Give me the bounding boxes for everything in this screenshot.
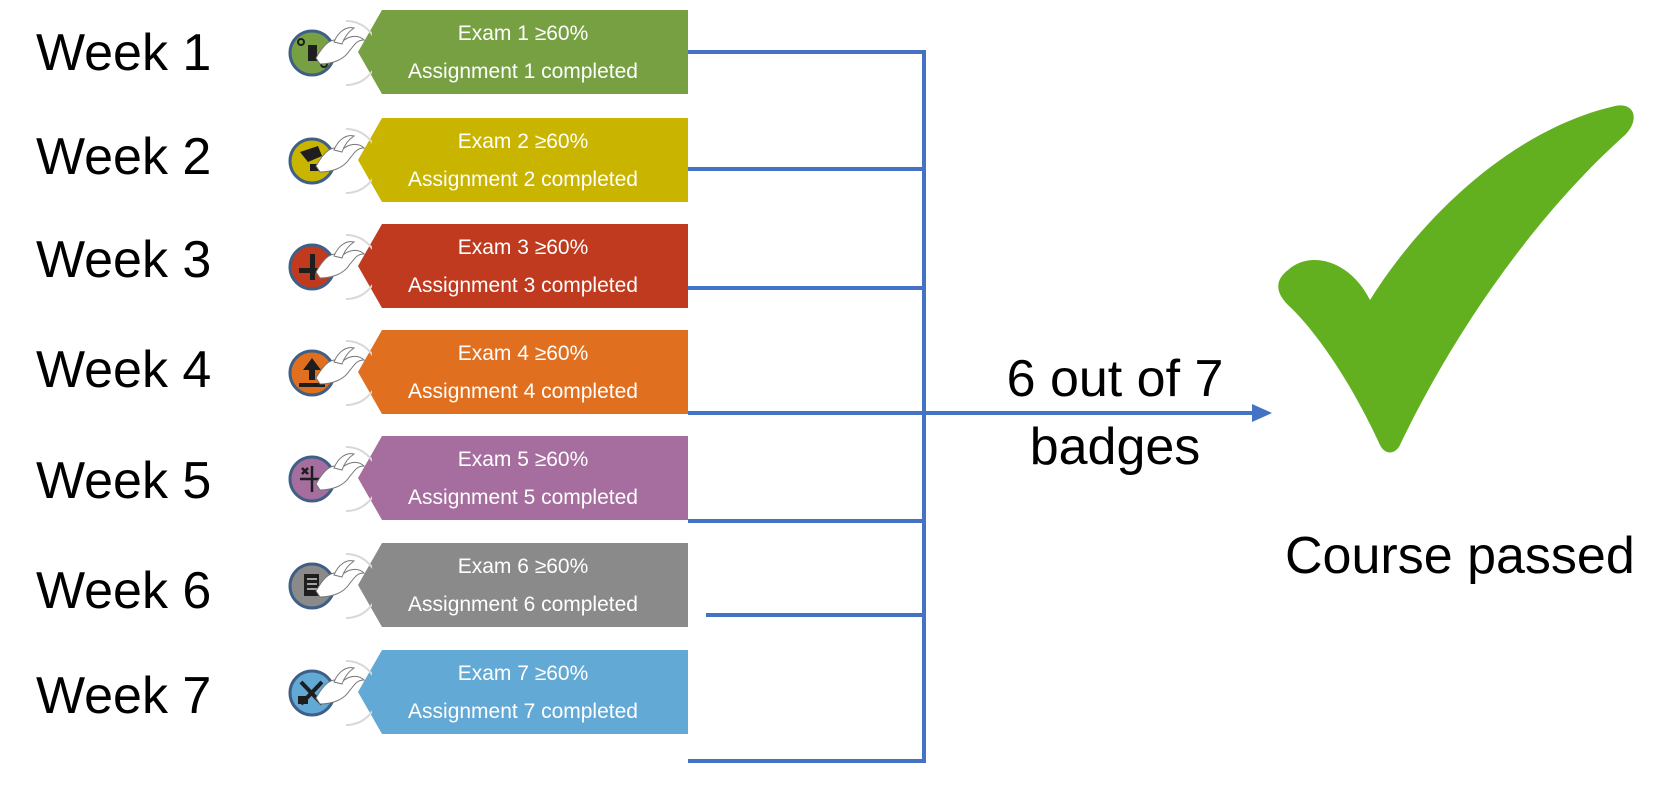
badge-week-7: Exam 7 ≥60% Assignment 7 completed — [288, 650, 688, 734]
week-4-label: Week 4 — [36, 341, 212, 399]
badge-assignment-text: Assignment 2 completed — [408, 168, 638, 191]
grid-math-icon — [288, 446, 372, 512]
badge-week-2: Exam 2 ≥60% Assignment 2 completed — [288, 118, 688, 202]
badge-banner — [358, 224, 688, 308]
badge-banner — [358, 10, 688, 94]
tools-icon — [288, 128, 372, 194]
badge-banner — [358, 330, 688, 414]
week-7-label: Week 7 — [36, 667, 212, 725]
week-2-label: Week 2 — [36, 128, 212, 186]
course-passed-label: Course passed — [1285, 527, 1635, 585]
badge-exam-text: Exam 5 ≥60% — [457, 448, 589, 471]
badge-week-3: Exam 3 ≥60% Assignment 3 completed — [288, 224, 688, 308]
checkmark-icon — [1278, 105, 1634, 453]
badge-count-summary: 6 out of 7 badges — [970, 345, 1260, 481]
summary-line-1: 6 out of 7 — [1006, 350, 1224, 408]
badge-assignment-text: Assignment 7 completed — [408, 700, 638, 723]
badge-exam-text: Exam 3 ≥60% — [457, 236, 589, 259]
spanner-icon — [288, 660, 372, 726]
badge-week-1: Exam 1 ≥60% Assignment 1 completed — [288, 10, 688, 94]
badge-assignment-text: Assignment 6 completed — [408, 593, 638, 616]
badge-exam-text: Exam 4 ≥60% — [457, 342, 589, 365]
badge-week-6: Exam 6 ≥60% Assignment 6 completed — [288, 543, 688, 627]
badge-assignment-text: Assignment 4 completed — [408, 380, 638, 403]
circuit-icon — [288, 20, 372, 86]
upload-icon — [288, 340, 372, 406]
badge-banner — [358, 118, 688, 202]
badge-exam-text: Exam 7 ≥60% — [457, 662, 589, 685]
week-5-label: Week 5 — [36, 452, 212, 510]
document-icon — [288, 553, 372, 619]
week-3-label: Week 3 — [36, 231, 212, 289]
badge-exam-text: Exam 2 ≥60% — [457, 130, 589, 153]
summary-line-2: badges — [1029, 418, 1201, 476]
badge-banner — [358, 650, 688, 734]
badge-assignment-text: Assignment 1 completed — [408, 60, 638, 83]
badge-exam-text: Exam 6 ≥60% — [457, 555, 589, 578]
badge-week-5: Exam 5 ≥60% Assignment 5 completed — [288, 436, 688, 520]
arrow-head — [1252, 404, 1272, 422]
badge-assignment-text: Assignment 3 completed — [408, 274, 638, 297]
week-1-label: Week 1 — [36, 24, 212, 82]
badge-week-4: Exam 4 ≥60% Assignment 4 completed — [288, 330, 688, 414]
badge-assignment-text: Assignment 5 completed — [408, 486, 638, 509]
badge-banner — [358, 436, 688, 520]
badge-exam-text: Exam 1 ≥60% — [457, 22, 589, 45]
week-6-label: Week 6 — [36, 562, 212, 620]
badge-banner — [358, 543, 688, 627]
wrench-icon — [288, 234, 372, 300]
